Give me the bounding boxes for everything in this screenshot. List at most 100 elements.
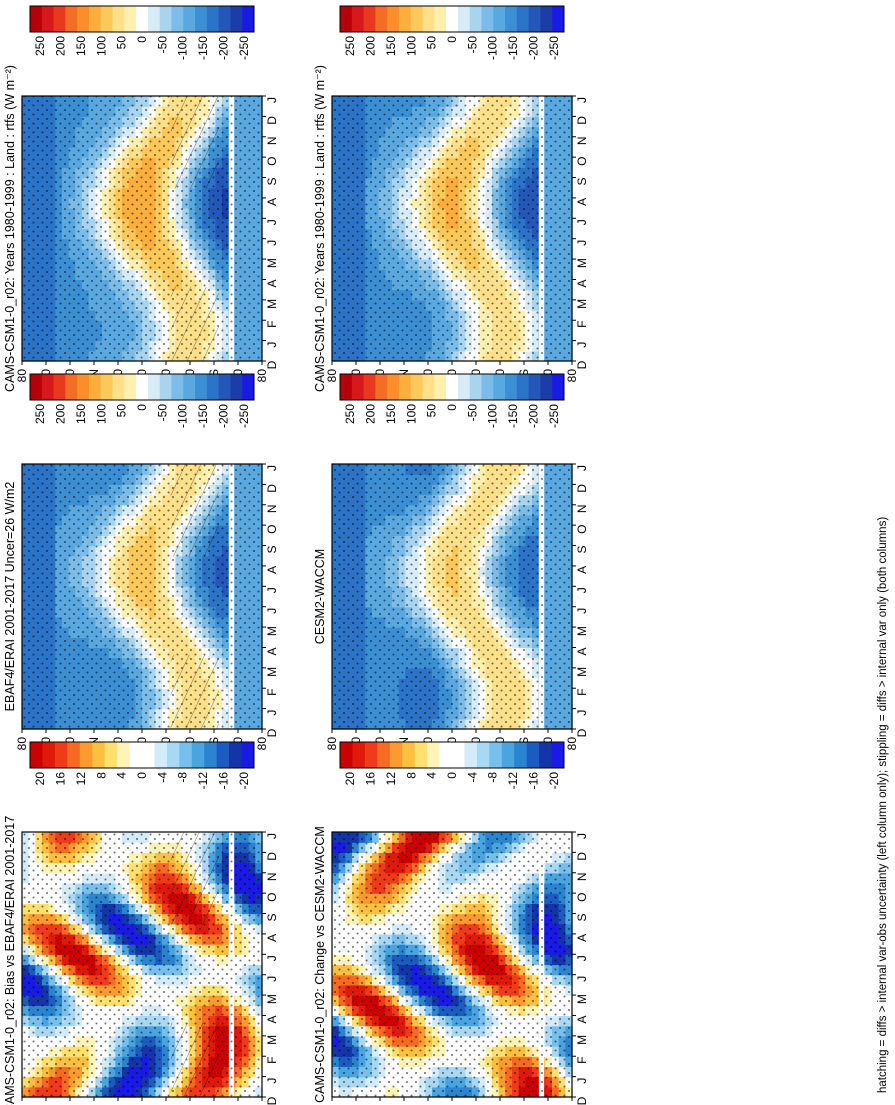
colorbar-label: 50 (425, 404, 439, 418)
colorbar-swatch (398, 374, 412, 400)
colorbar-swatch (552, 374, 565, 400)
colorbar-label: -200 (526, 404, 540, 428)
stippling (332, 464, 572, 729)
colorbar-swatch (351, 6, 364, 32)
lat-tick-label: 80 (565, 369, 579, 383)
stippling (22, 96, 262, 361)
colorbar-swatch (528, 374, 541, 400)
month-tick-label: J (575, 219, 589, 225)
colorbar-label: -200 (216, 404, 230, 428)
colorbar-swatch (469, 6, 482, 32)
month-tick-label: F (575, 321, 589, 328)
colorbar-swatch (77, 6, 90, 32)
month-tick-label: M (265, 258, 279, 268)
colorbar-swatch (147, 374, 161, 400)
month-tick-label: J (265, 219, 279, 225)
colorbar-swatch (88, 374, 102, 400)
month-tick-label: D (265, 484, 279, 493)
stippling (22, 464, 262, 729)
colorbar-swatch (493, 6, 506, 32)
month-tick-label: S (575, 546, 589, 554)
month-tick-label: S (265, 178, 279, 186)
month-tick-label: A (265, 279, 279, 287)
colorbar-2: 250 200 150 100 50 0 -50 -100 -150 -200 -250 (339, 5, 565, 60)
colorbar-swatch (387, 374, 400, 400)
colorbar-swatch (340, 374, 353, 400)
colorbar-swatch (387, 6, 400, 32)
month-tick-label: A (265, 198, 279, 206)
month-tick-label: J (265, 608, 279, 614)
panel-title: EBAF4/ERAI 2001-2017 Uncer=26 W/m2 (3, 482, 17, 712)
colorbar-swatch (422, 6, 435, 32)
colorbar-swatch (363, 6, 376, 32)
month-tick-label: S (575, 178, 589, 186)
month-tick-label: D (575, 360, 589, 369)
month-tick-label: M (265, 299, 279, 309)
colorbar-label: 150 (384, 36, 398, 56)
month-tick-label: J (575, 465, 589, 471)
colorbar-swatch (100, 6, 113, 32)
month-tick-label: D (575, 728, 589, 737)
month-tick-label: M (265, 626, 279, 636)
colorbar-swatch (540, 374, 553, 400)
colorbar-swatch (218, 374, 231, 400)
colorbar-swatch (195, 374, 208, 400)
colorbar-swatch (242, 374, 255, 400)
colorbar-swatch (375, 374, 388, 400)
colorbar-swatch (30, 6, 43, 32)
colorbar-label: -250 (237, 404, 251, 428)
colorbar-label: 200 (364, 36, 378, 56)
month-tick-label: J (265, 97, 279, 103)
month-tick-label: N (575, 504, 589, 513)
month-tick-label: D (265, 360, 279, 369)
month-tick-label: J (265, 342, 279, 348)
colorbar-label: 100 (94, 404, 108, 424)
colorbar-label: -250 (237, 36, 251, 60)
colorbar-swatch (159, 6, 172, 32)
colorbar-swatch (351, 374, 364, 400)
colorbar-swatch (528, 6, 541, 32)
colorbar-label: 250 (33, 404, 47, 424)
colorbar-swatch (469, 374, 482, 400)
colorbar-frame (29, 5, 255, 33)
colorbar-swatch (183, 374, 196, 400)
colorbar-label: 200 (54, 36, 68, 56)
colorbar-label: -150 (506, 36, 520, 60)
month-tick-label: F (265, 321, 279, 328)
month-tick-label: D (265, 728, 279, 737)
colorbar-label: -50 (465, 36, 479, 54)
hatching (170, 286, 219, 361)
lat-tick-label: 80 (255, 369, 269, 383)
month-tick-label: J (575, 710, 589, 716)
colorbar-swatch (230, 374, 243, 400)
panel-1: DJFMAMJJASONDJ806040°N2002040°S6080CAMS-… (3, 5, 279, 392)
month-tick-label: M (575, 299, 589, 309)
month-tick-label: J (575, 240, 589, 246)
month-tick-label: J (575, 608, 589, 614)
colorbar-label: -50 (155, 36, 169, 54)
colorbar-label: 200 (54, 404, 68, 424)
colorbar-label: 250 (343, 36, 357, 56)
panel-title: CAMS-CSM1-0_r02: Years 1980-1999 : Land … (313, 65, 327, 392)
colorbar-swatch (422, 374, 435, 400)
lat-tick-label: 0 (445, 369, 459, 376)
colorbar-swatch (481, 374, 494, 400)
colorbar-label: -200 (216, 36, 230, 60)
colorbar-swatch (77, 374, 90, 400)
lat-tick-label: 80 (15, 737, 29, 751)
colorbar-swatch (100, 374, 113, 400)
lat-tick-label: 0 (445, 737, 459, 744)
month-tick-label: D (575, 116, 589, 125)
colorbar-swatch (398, 6, 412, 32)
lat-tick-label: 0 (135, 737, 149, 744)
colorbar-label: -50 (155, 404, 169, 422)
colorbar-swatch (41, 6, 54, 32)
colorbar-swatch (159, 374, 172, 400)
colorbar-swatch (375, 6, 388, 32)
lat-tick-label: 80 (15, 369, 29, 383)
month-tick-label: O (575, 524, 589, 533)
colorbar-swatch (65, 374, 78, 400)
colorbar-swatch (434, 374, 447, 400)
colorbar-swatch (112, 374, 125, 400)
panel-3: DJFMAMJJASONDJ806040°N2002040°S6080EBAF4… (3, 373, 279, 751)
